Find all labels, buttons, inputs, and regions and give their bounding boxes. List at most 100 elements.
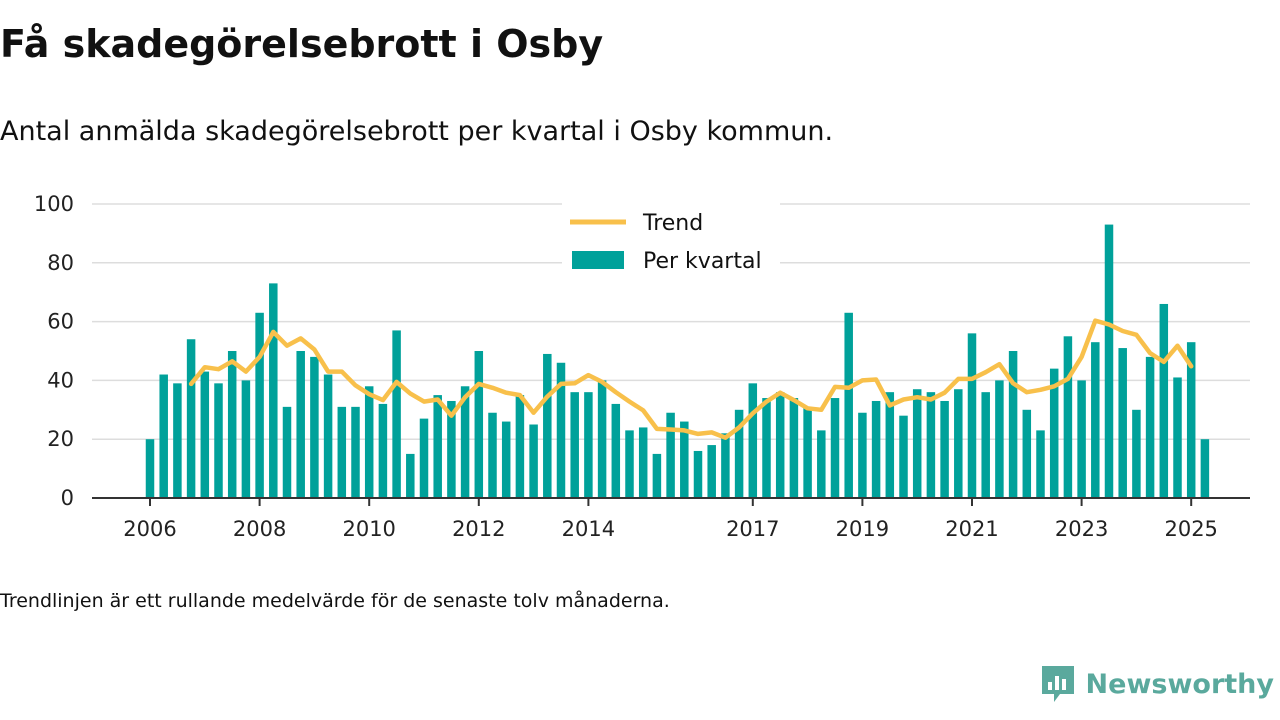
bar [1022,409,1032,498]
bar [1091,342,1100,498]
bar [940,400,949,498]
x-tick-label: 2021 [945,517,998,541]
bar [954,389,963,498]
bar [200,371,210,498]
y-tick-label: 80 [47,251,74,275]
bar [844,312,853,498]
bar [241,380,251,498]
bar [529,424,538,498]
y-tick-label: 40 [47,368,74,392]
footnote: Trendlinjen är ett rullande medelvärde f… [0,590,670,612]
bar [556,362,566,498]
bar [734,409,744,498]
bar [1049,368,1059,498]
bar [337,406,347,498]
bar [775,392,785,498]
x-tick-label: 2017 [726,517,779,541]
bar [597,380,607,498]
bar [899,415,908,498]
trend-series [188,318,1194,440]
bar [1118,348,1127,498]
bar [255,312,264,498]
x-tick-label: 2012 [452,517,505,541]
x-tick-label: 2014 [562,517,615,541]
bar [995,380,1004,498]
bar [543,353,552,498]
bar [721,433,730,498]
bar [433,395,442,498]
brand-name: Newsworthy [1085,668,1274,700]
x-tick-label: 2010 [342,517,395,541]
bar [488,412,497,498]
bar [680,421,689,498]
bar [310,356,319,498]
newsworthy-logo-icon [1041,666,1074,702]
trend-line [188,318,1194,440]
bar [1104,224,1114,498]
bar [967,333,977,498]
y-tick-label: 0 [61,486,74,510]
axes: 0 20 40 60 80 100 2006 2008 2010 2012 2014 2017 2019… [34,192,1250,541]
bar [762,398,771,498]
bar [214,383,223,498]
brand[interactable]: Newsworthy [1040,664,1274,704]
bar [392,330,401,498]
chart-subtitle: Antal anmälda skadegörelsebrott per kvar… [0,116,834,147]
x-tick-label: 2025 [1164,517,1217,541]
bar [1132,409,1141,498]
bar [926,392,936,498]
bar [227,351,237,498]
y-tick-label: 100 [34,192,74,216]
bar [858,412,867,498]
bar [1008,351,1018,498]
bar [460,386,470,498]
bar [269,283,278,498]
bar [871,400,881,498]
legend: Trend Per kvartal [562,202,780,282]
bar [638,427,648,498]
bar [1145,356,1155,498]
bar [186,339,196,498]
legend-bar-label: Per kvartal [643,249,762,274]
bar [1077,380,1086,498]
bar [652,453,662,498]
quarterly-vandalism-chart: 0 20 40 60 80 100 2006 2008 2010 2012 2014 2017 2019… [34,192,1250,541]
bar [378,403,388,498]
x-tick-label: 2019 [836,517,889,541]
x-tick-label: 2008 [233,517,286,541]
y-tick-label: 60 [47,310,74,334]
bar [981,392,990,498]
chart-title: Få skadegörelsebrott i Osby [0,22,604,66]
bar [474,351,484,498]
bar [789,398,799,498]
bar [515,395,525,498]
bar [912,389,922,498]
bar [447,400,456,498]
bar [1186,342,1196,498]
bar [885,392,895,498]
bar [817,430,826,498]
bar [748,383,758,498]
bar [501,421,511,498]
x-tick-label: 2023 [1055,517,1108,541]
x-tick-label: 2006 [123,517,176,541]
bar [584,392,593,498]
bar [296,351,305,498]
bar [351,406,360,498]
bar [1173,377,1182,498]
y-tick-label: 20 [47,427,74,451]
bar [323,374,333,498]
bar [707,445,716,498]
bar [666,412,675,498]
bar [1159,303,1169,498]
bar [1036,430,1045,498]
bar [693,450,703,498]
bar [282,406,292,498]
bar [406,453,415,498]
legend-bar-swatch [572,251,624,269]
bar [419,418,429,498]
bar [364,386,374,498]
bar [145,439,155,498]
bar [570,392,579,498]
bar [1200,439,1210,498]
